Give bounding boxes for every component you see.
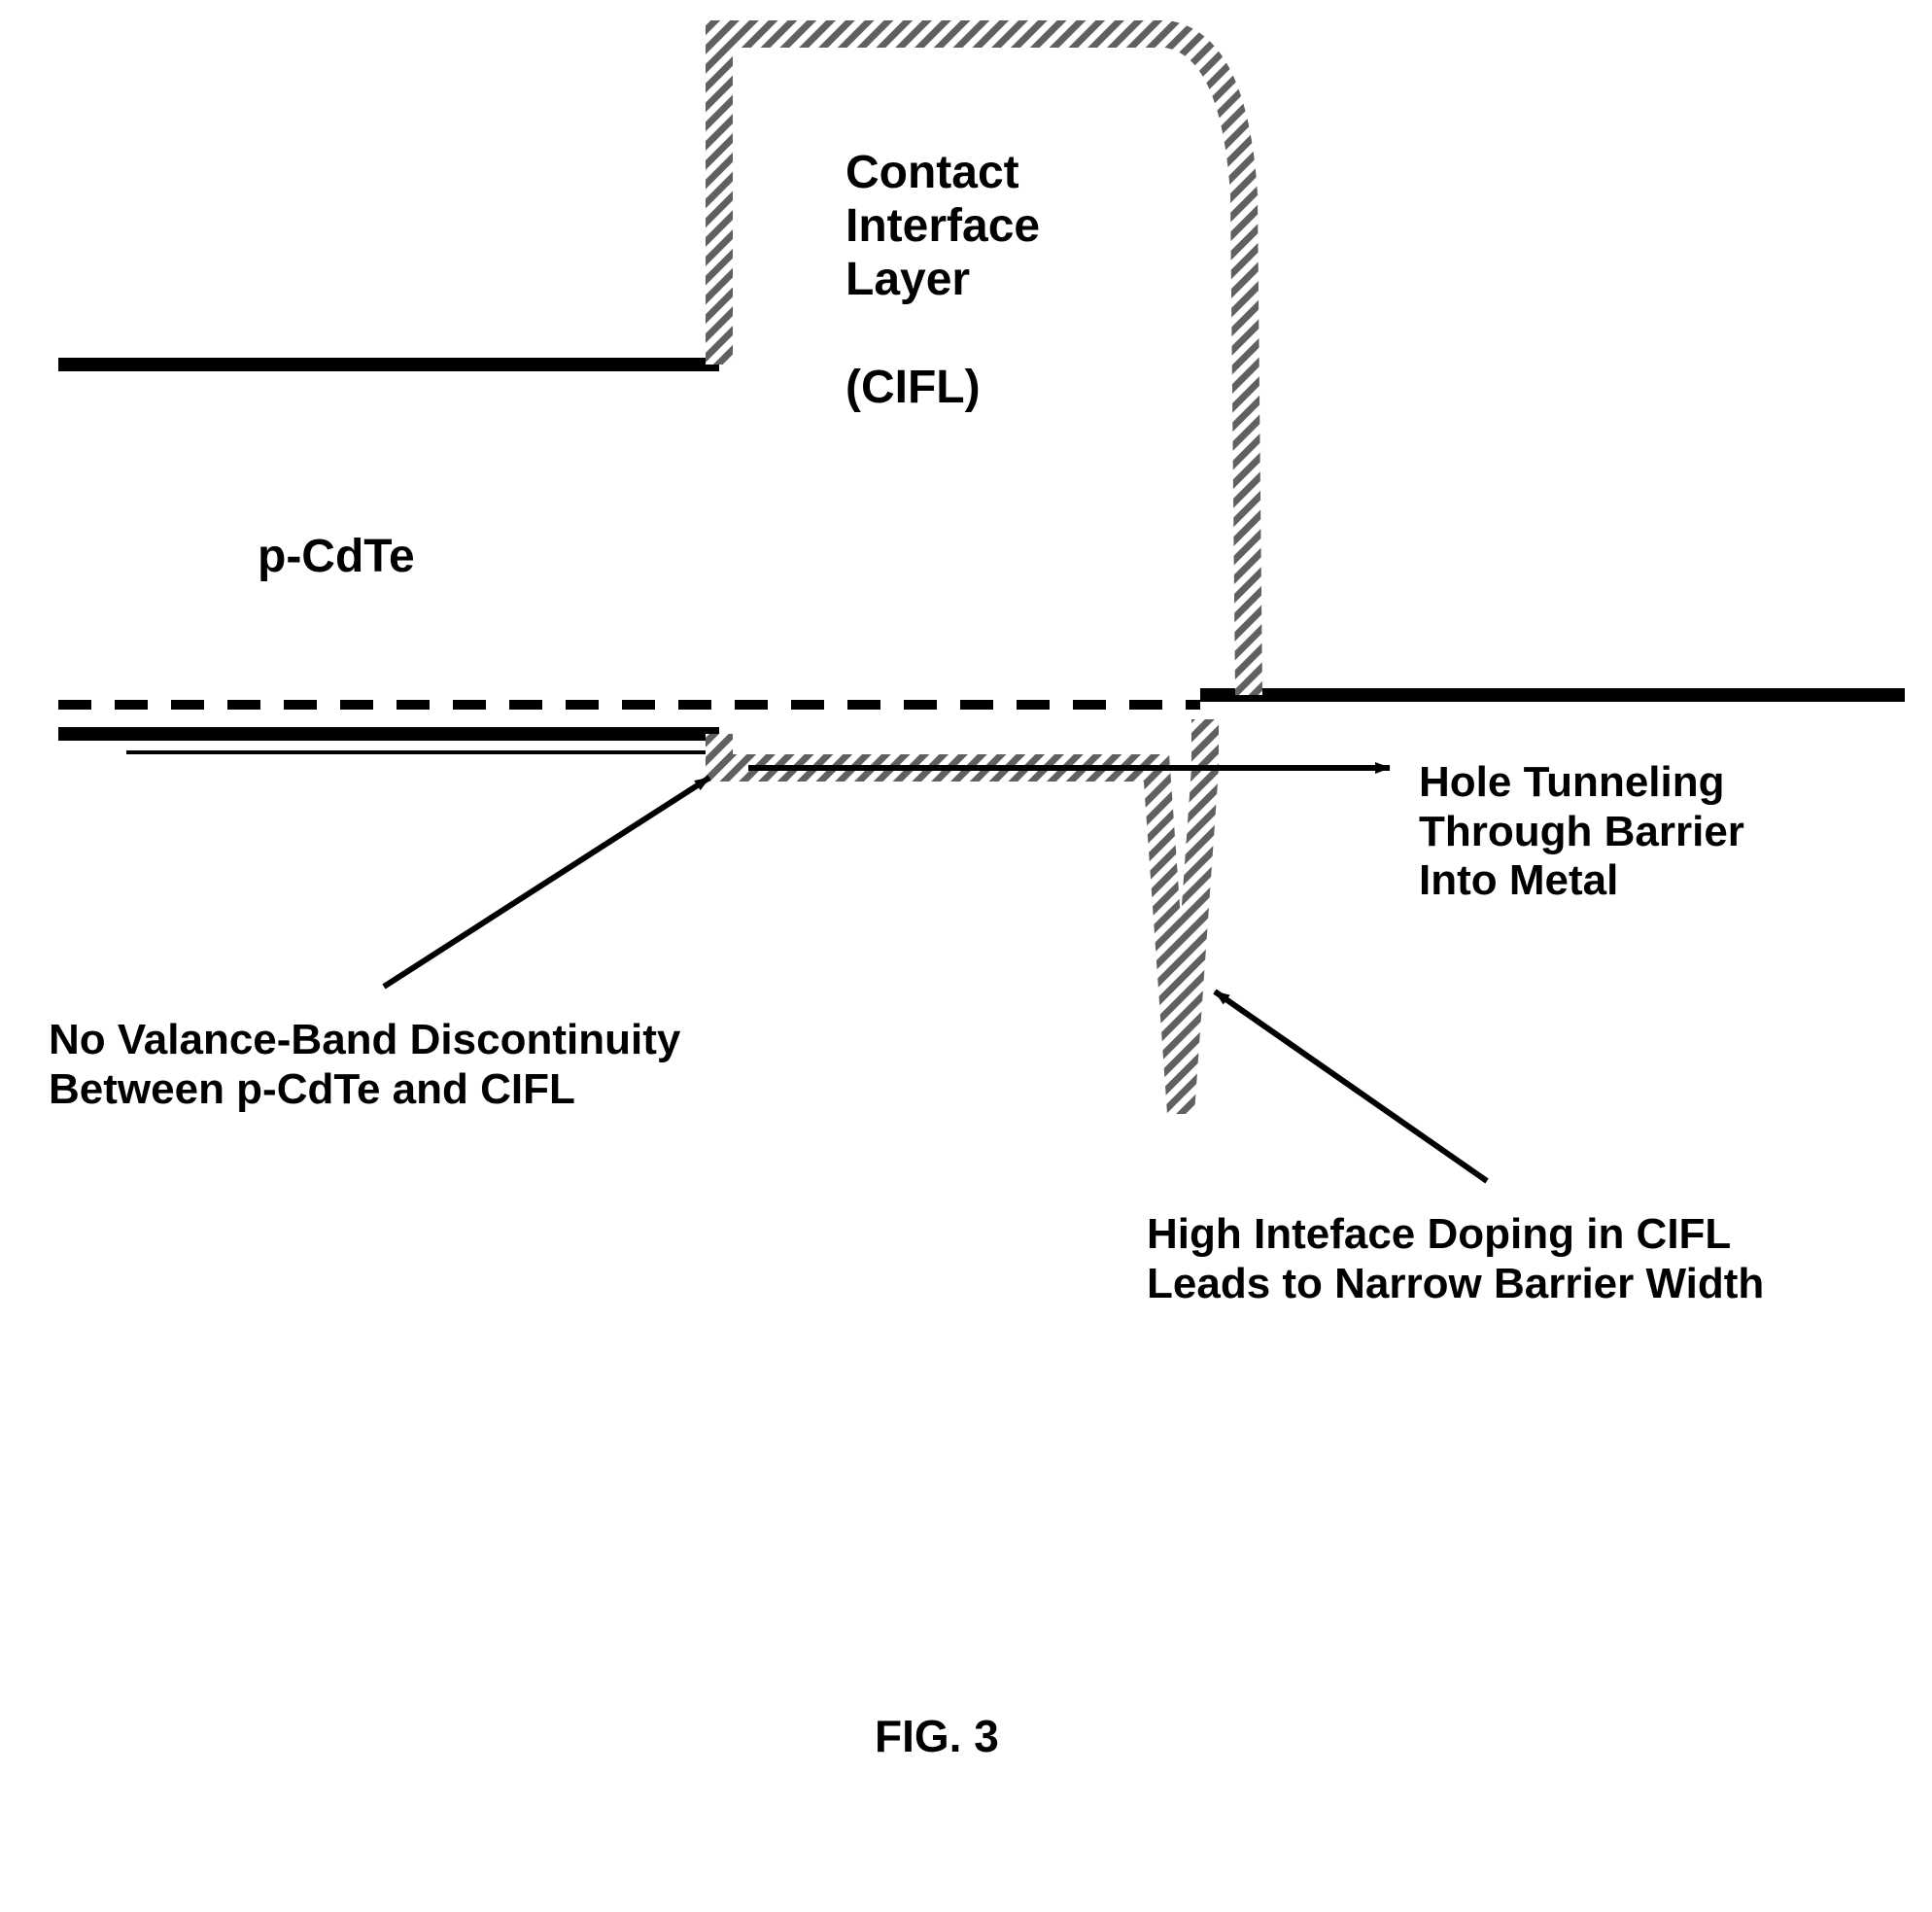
- annotation-tunneling: Hole Tunneling Through Barrier Into Meta…: [1419, 758, 1744, 906]
- annotation-valance: No Valance-Band Discontinuity Between p-…: [49, 1016, 680, 1114]
- valance-callout-arrow: [384, 778, 709, 987]
- doping-callout-arrow: [1215, 991, 1487, 1181]
- region-center-label: Contact Interface Layer (CIFL): [845, 146, 1040, 414]
- figure-caption: FIG. 3: [875, 1711, 999, 1762]
- annotation-doping: High Inteface Doping in CIFL Leads to Na…: [1147, 1210, 1764, 1308]
- region-left-label: p-CdTe: [258, 530, 415, 583]
- cifl-valence-outline: [719, 719, 1205, 1113]
- figure-canvas: p-CdTe Contact Interface Layer (CIFL) Ho…: [0, 0, 1932, 1912]
